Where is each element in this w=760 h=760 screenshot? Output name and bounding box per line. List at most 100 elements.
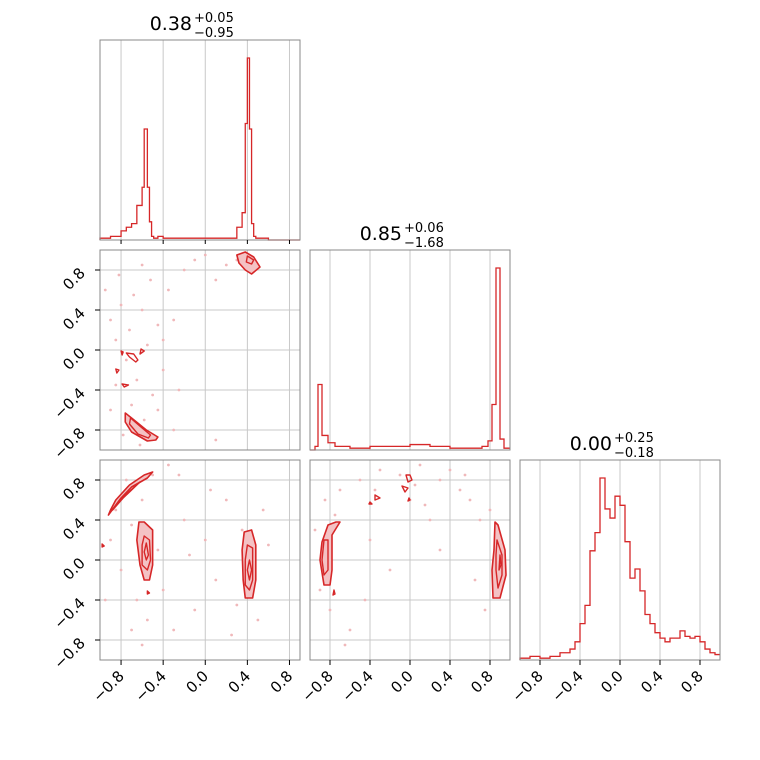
pair-2-sample-21: [103, 598, 107, 602]
pair-1-sample-31: [214, 438, 218, 442]
pair-3-sample-14: [438, 478, 442, 482]
pair-1-sample-25: [114, 383, 118, 387]
pair-1-sample-29: [109, 408, 112, 412]
pair-1-contour-8: [120, 350, 124, 356]
histogram-2-steps: [310, 267, 510, 451]
pair-3-contour-9: [368, 501, 373, 505]
row-2-ytick-label-1: −0.4: [50, 594, 88, 632]
title-1-median: 0.38: [150, 13, 192, 35]
pair-2-sample-7: [151, 473, 155, 477]
pair-3-sample-22: [343, 643, 347, 647]
pair-2-sample-25: [209, 488, 212, 492]
pair-2-contour-3: [141, 535, 152, 571]
pair-3-sample-26: [463, 473, 467, 477]
pair-2-sample-13: [193, 608, 197, 612]
pair-2-contour-1: [111, 481, 141, 511]
pair-1-sample-23: [224, 263, 228, 267]
col-1-xtick-label-3: 0.4: [427, 667, 457, 697]
row-2-ytick-label-3: 0.4: [59, 514, 89, 544]
pair-3-sample-7: [368, 538, 372, 542]
pair-3-contour-2: [332, 589, 336, 596]
col-0-xtick-label-1: −0.4: [131, 667, 169, 705]
histogram-2-frame: [309, 249, 511, 451]
col-0-xtick-label-0: −0.8: [89, 667, 127, 705]
pair-1-sample-5: [128, 328, 131, 332]
pair-1-sample-22: [214, 278, 218, 282]
pair-3-sample-24: [413, 483, 417, 487]
pair-1-sample-30: [172, 428, 176, 432]
pair-2-sample-12: [182, 518, 186, 522]
pair-3-sample-12: [418, 463, 422, 467]
pair-3-sample-5: [348, 628, 352, 632]
row-1-ytick-label-2: 0.0: [59, 344, 89, 374]
title-1-plus: +0.05: [194, 11, 234, 26]
pair-2-sample-27: [188, 553, 191, 557]
pair-3-sample-9: [388, 568, 392, 572]
pair-1-sample-11: [145, 343, 149, 347]
pair-3-sample-23: [373, 488, 377, 492]
pair-2-sample-3: [130, 523, 133, 527]
pair-3-contour-7: [401, 485, 409, 493]
pair-2-sample-15: [214, 578, 218, 582]
pair-1-sample-16: [167, 288, 170, 292]
pair-2-contour-7: [246, 559, 253, 581]
title-3-minus: −0.18: [614, 446, 654, 461]
pair-3-contour-6: [405, 474, 413, 483]
pair-3-sample-6: [358, 478, 362, 482]
col-2-xtick-label-2: 0.0: [597, 667, 627, 697]
pair-1-sample-34: [161, 338, 165, 342]
pair-2-sample-26: [230, 633, 233, 637]
pair-1-sample-33: [117, 273, 121, 277]
pair-1-sample-20: [193, 258, 197, 262]
pair-3-sample-19: [483, 608, 487, 612]
title-3-median: 0.00: [570, 433, 612, 455]
pair-1-contour-5: [139, 348, 145, 355]
col-2-xtick-label-3: 0.4: [637, 667, 667, 697]
pair-2-sample-22: [124, 478, 128, 482]
pair-3-sample-3: [328, 608, 332, 612]
pair-3-sample-2: [323, 498, 327, 502]
col-1-xtick-label-1: −0.4: [338, 667, 376, 705]
histogram-2-title: 0.85 +0.06−1.68: [360, 221, 444, 251]
pair-3-sample-0: [313, 528, 317, 532]
pair-3-contour-4: [495, 539, 503, 589]
col-0-xtick-label-2: 0.0: [182, 667, 212, 697]
pair-2-contour-8: [146, 590, 151, 595]
pair-1-sample-13: [151, 393, 155, 397]
pair-2-sample-24: [177, 473, 181, 477]
pair-2-sample-19: [256, 618, 260, 622]
col-0-xtick-label-4: 0.8: [267, 667, 297, 697]
pair-3-sample-28: [363, 598, 367, 602]
pair-2-sample-2: [119, 568, 123, 572]
pair-2-sample-28: [267, 543, 270, 547]
pair-1-sample-28: [156, 408, 160, 412]
histogram-1-frame: [99, 39, 301, 241]
pair-1-sample-14: [156, 323, 160, 327]
col-2-xtick-label-4: 0.8: [677, 667, 707, 697]
pair-3-contour-5: [498, 554, 502, 571]
pair-1-sample-10: [142, 418, 146, 422]
pair-2-sample-6: [145, 618, 149, 622]
histogram-1-title: 0.38 +0.05−0.95: [150, 11, 234, 41]
pair-1-sample-32: [140, 263, 144, 267]
pair-2-sample-5: [140, 498, 144, 502]
pair-1-sample-0: [103, 288, 107, 292]
title-1-minus: −0.95: [194, 26, 234, 41]
pair-2-sample-16: [224, 498, 228, 502]
histogram-3-title: 0.00 +0.25−0.18: [570, 431, 654, 461]
row-1-ytick-label-0: −0.8: [50, 424, 88, 462]
pair-3-sample-8: [378, 468, 382, 472]
title-2-minus: −1.68: [404, 236, 444, 251]
pair-3-contour-0: [319, 521, 341, 586]
pair-3-contour-10: [407, 497, 411, 502]
histogram-1-steps: [99, 57, 300, 241]
pair-1-sample-26: [121, 433, 125, 437]
row-1-ytick-label-1: −0.4: [50, 384, 88, 422]
pair-1-sample-4: [124, 358, 128, 362]
pair-3-contour-1: [321, 539, 329, 576]
pair-1-contour-3: [128, 417, 152, 439]
row-1-ytick-label-4: 0.8: [59, 264, 89, 294]
pair-3-sample-20: [488, 508, 492, 512]
row-2-ytick-label-4: 0.8: [59, 474, 89, 504]
pair-2-sample-20: [261, 508, 265, 512]
